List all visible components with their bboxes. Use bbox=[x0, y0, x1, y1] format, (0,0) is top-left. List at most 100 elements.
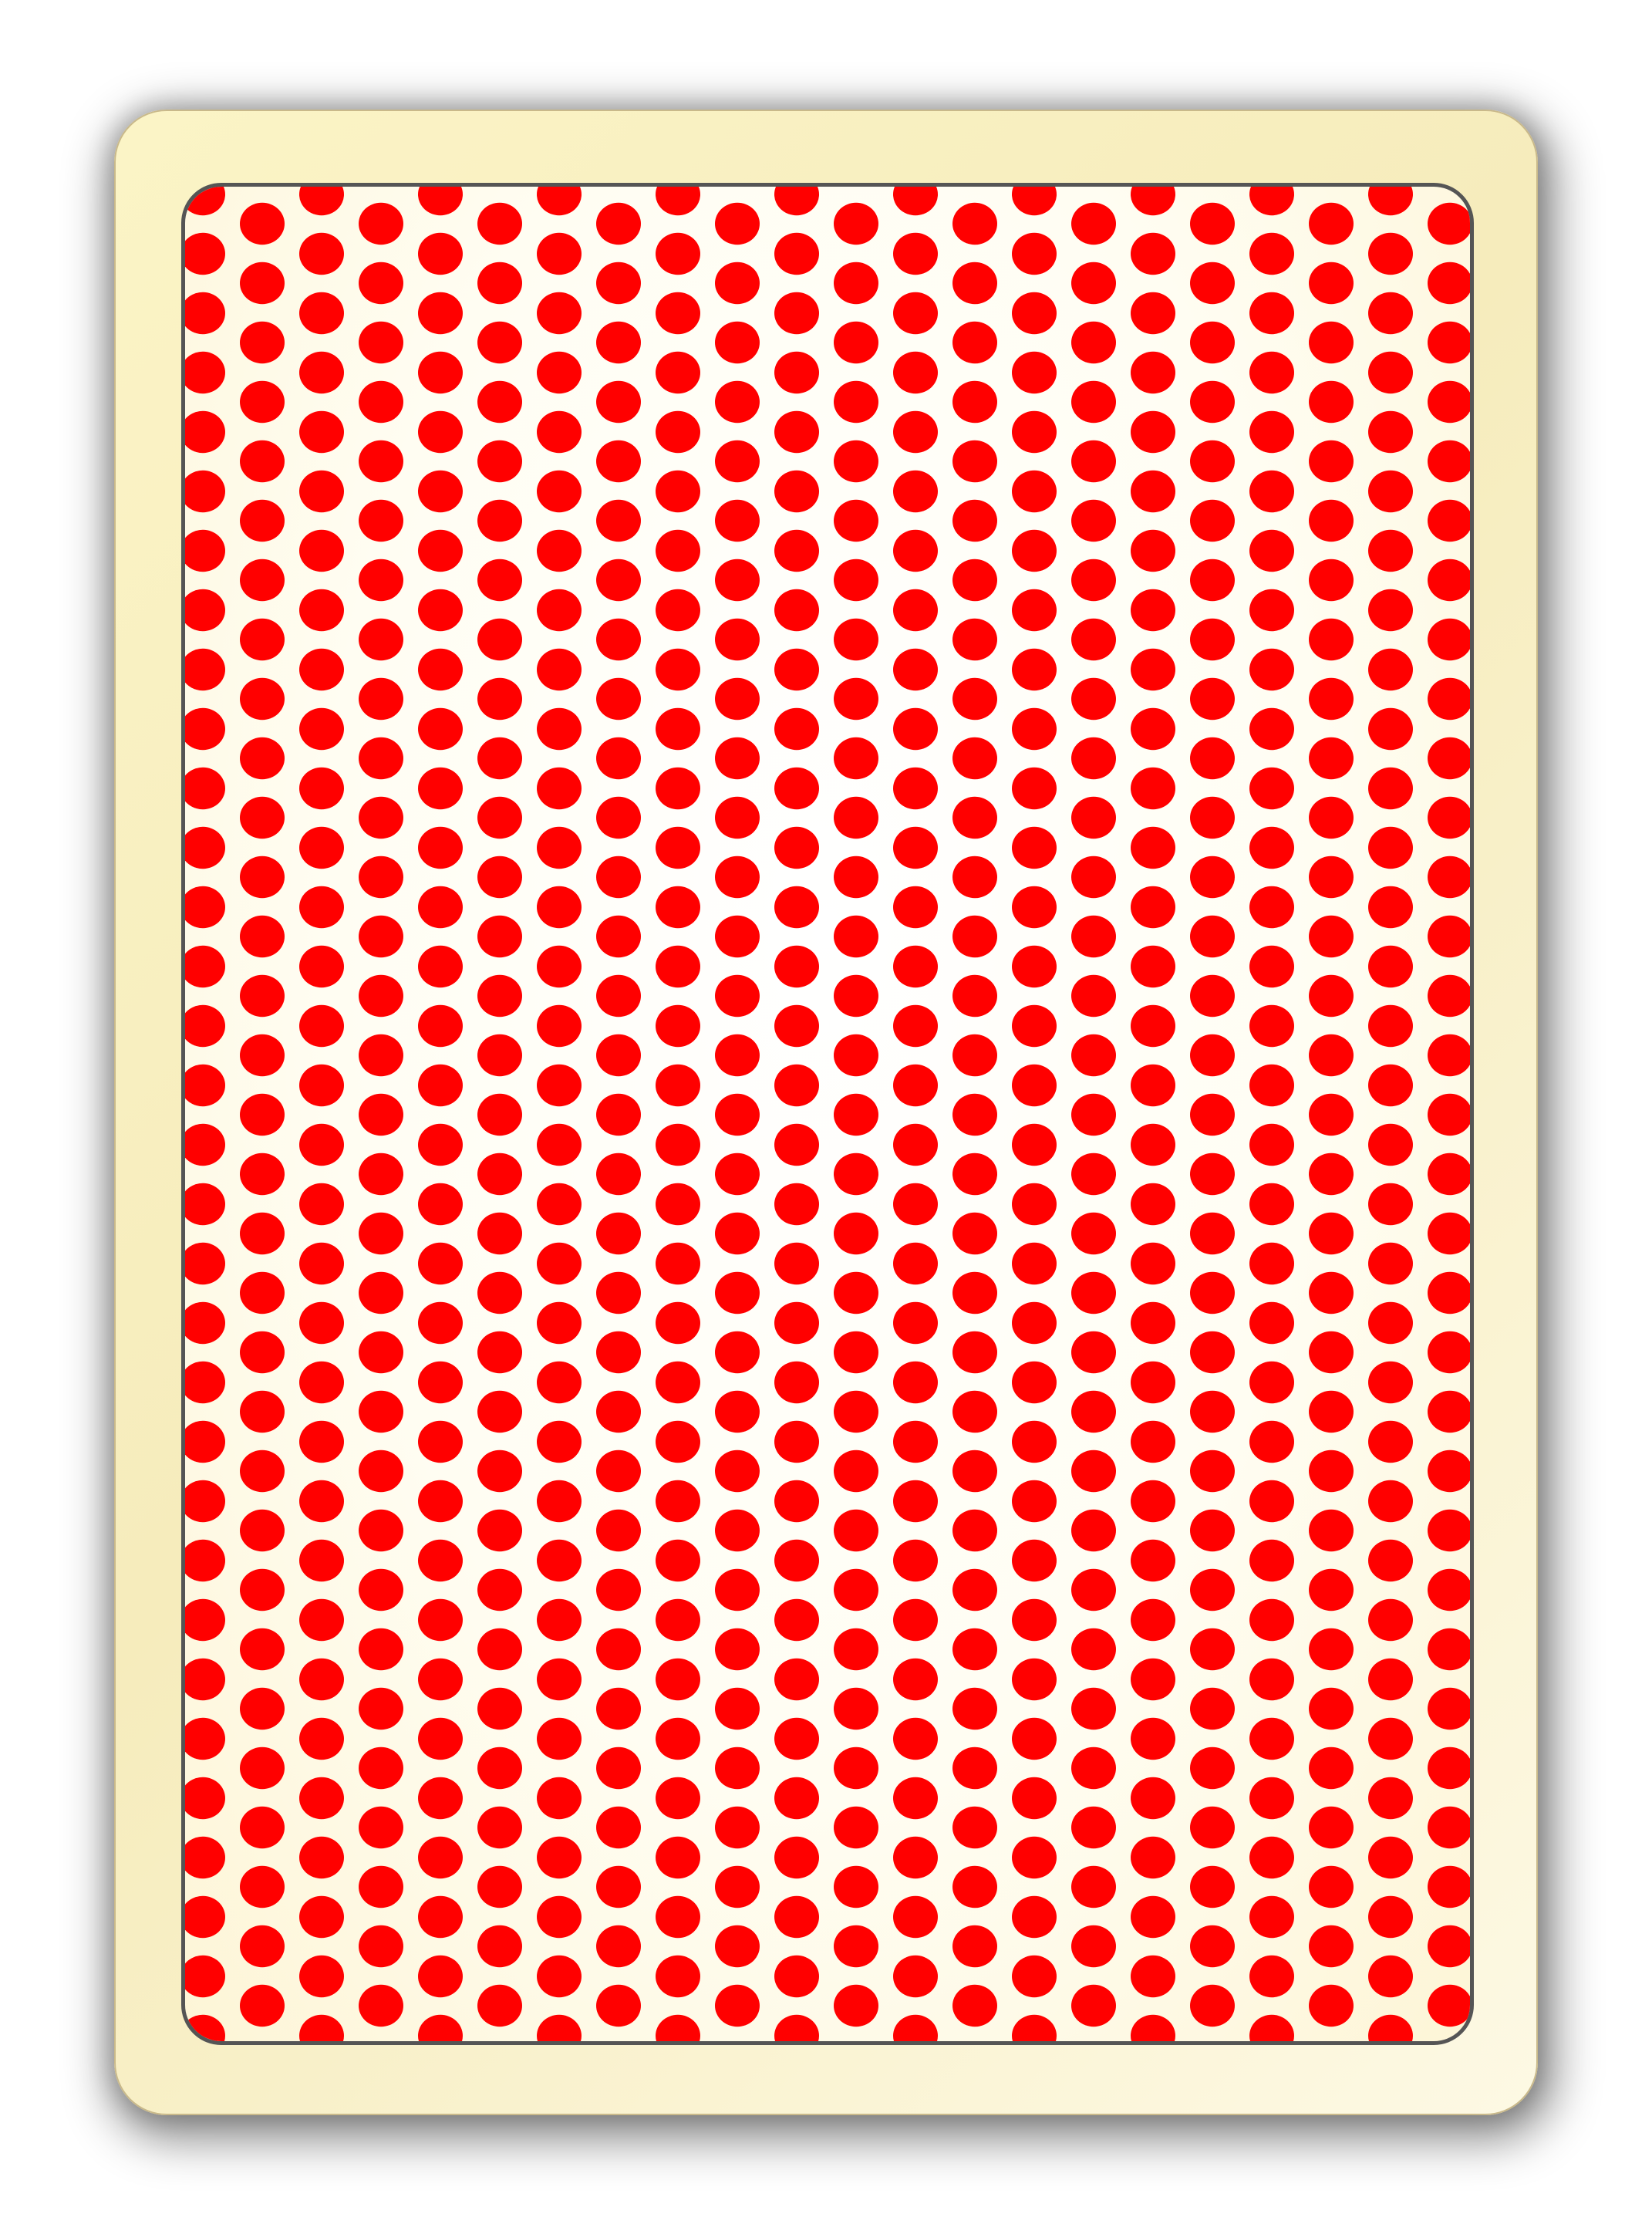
pattern-dot bbox=[1428, 1034, 1470, 1077]
pattern-dot bbox=[893, 1123, 938, 1166]
pattern-dot bbox=[537, 767, 582, 810]
pattern-dot bbox=[537, 589, 582, 632]
pattern-dot bbox=[418, 292, 463, 335]
pattern-dot bbox=[893, 1480, 938, 1523]
pattern-dot bbox=[1012, 945, 1057, 988]
pattern-dot bbox=[359, 440, 403, 483]
pattern-dot bbox=[1071, 1509, 1116, 1552]
pattern-dot bbox=[477, 618, 522, 661]
pattern-dot bbox=[715, 1925, 760, 1968]
pattern-dot bbox=[185, 1361, 225, 1404]
pattern-dot bbox=[1071, 618, 1116, 661]
pattern-dot bbox=[299, 945, 344, 988]
pattern-dot bbox=[596, 440, 641, 483]
pattern-dot bbox=[893, 470, 938, 513]
pattern-dot bbox=[1428, 1925, 1470, 1968]
pattern-dot bbox=[1071, 1806, 1116, 1849]
pattern-dot bbox=[359, 559, 403, 602]
pattern-dot bbox=[1131, 1123, 1175, 1166]
pattern-dot bbox=[834, 1331, 878, 1374]
pattern-dot bbox=[834, 202, 878, 245]
pattern-dot bbox=[893, 1658, 938, 1701]
pattern-dot bbox=[1190, 1925, 1235, 1968]
pattern-dot bbox=[1368, 648, 1413, 691]
pattern-dot bbox=[656, 1183, 700, 1226]
pattern-dot bbox=[893, 1598, 938, 1642]
pattern-dot bbox=[656, 232, 700, 275]
pattern-dot bbox=[774, 410, 819, 454]
pattern-dot bbox=[185, 1004, 225, 1048]
pattern-dot bbox=[1131, 1480, 1175, 1523]
pattern-dot bbox=[477, 499, 522, 542]
pattern-dot bbox=[893, 1183, 938, 1226]
pattern-dot bbox=[418, 1658, 463, 1701]
pattern-dot bbox=[1249, 1004, 1294, 1048]
pattern-dot bbox=[1368, 1836, 1413, 1879]
pattern-dot bbox=[1368, 1123, 1413, 1166]
pattern-dot bbox=[1190, 1093, 1235, 1136]
pattern-dot bbox=[1131, 945, 1175, 988]
pattern-dot bbox=[299, 1717, 344, 1760]
pattern-dot bbox=[952, 559, 997, 602]
pattern-dot bbox=[1071, 1628, 1116, 1671]
pattern-dot bbox=[1428, 915, 1470, 958]
pattern-dot bbox=[834, 1984, 878, 2027]
pattern-dot bbox=[1368, 187, 1413, 216]
pattern-dot bbox=[185, 2014, 225, 2041]
pattern-dot bbox=[299, 1420, 344, 1463]
pattern-dot bbox=[477, 1152, 522, 1196]
pattern-dot bbox=[656, 1836, 700, 1879]
pattern-dot bbox=[185, 589, 225, 632]
pattern-dot bbox=[1428, 1568, 1470, 1611]
pattern-dot bbox=[1428, 499, 1470, 542]
pattern-dot bbox=[477, 796, 522, 839]
pattern-dot bbox=[1131, 1301, 1175, 1345]
pattern-dot bbox=[656, 1598, 700, 1642]
pattern-dot bbox=[656, 410, 700, 454]
pattern-dot bbox=[537, 886, 582, 929]
pattern-dot bbox=[1131, 351, 1175, 394]
pattern-dot bbox=[1249, 1480, 1294, 1523]
pattern-dot bbox=[418, 410, 463, 454]
pattern-dot bbox=[1131, 1717, 1175, 1760]
pattern-dot bbox=[418, 470, 463, 513]
pattern-dot bbox=[596, 1093, 641, 1136]
pattern-dot bbox=[299, 1242, 344, 1285]
pattern-dot bbox=[656, 351, 700, 394]
pattern-dot bbox=[656, 1420, 700, 1463]
pattern-dot bbox=[477, 1509, 522, 1552]
pattern-dot bbox=[774, 589, 819, 632]
pattern-dot bbox=[240, 1390, 285, 1433]
pattern-dot bbox=[1368, 886, 1413, 929]
pattern-dot bbox=[537, 1539, 582, 1582]
pattern-dot bbox=[1428, 677, 1470, 721]
pattern-dot bbox=[1012, 1064, 1057, 1107]
pattern-dot bbox=[537, 1658, 582, 1701]
pattern-dot bbox=[715, 499, 760, 542]
pattern-dot bbox=[1309, 559, 1354, 602]
playing-card-back[interactable] bbox=[114, 110, 1538, 2115]
pattern-dot bbox=[537, 1301, 582, 1345]
pattern-dot bbox=[656, 1004, 700, 1048]
pattern-dot bbox=[185, 470, 225, 513]
pattern-dot bbox=[240, 796, 285, 839]
pattern-dot bbox=[1071, 1093, 1116, 1136]
pattern-dot bbox=[1249, 826, 1294, 869]
pattern-dot bbox=[834, 1212, 878, 1255]
pattern-dot bbox=[1190, 1984, 1235, 2027]
pattern-dot bbox=[656, 1361, 700, 1404]
pattern-dot bbox=[952, 796, 997, 839]
pattern-dot bbox=[477, 1568, 522, 1611]
pattern-dot bbox=[477, 1806, 522, 1849]
pattern-dot bbox=[952, 1034, 997, 1077]
pattern-dot bbox=[1071, 1034, 1116, 1077]
pattern-dot bbox=[1428, 1746, 1470, 1790]
pattern-dot bbox=[952, 856, 997, 899]
pattern-dot bbox=[893, 410, 938, 454]
pattern-dot bbox=[537, 187, 582, 216]
pattern-dot bbox=[1131, 1598, 1175, 1642]
pattern-dot bbox=[1309, 321, 1354, 364]
pattern-dot bbox=[893, 707, 938, 751]
pattern-dot bbox=[1428, 1449, 1470, 1493]
pattern-dot bbox=[893, 1242, 938, 1285]
